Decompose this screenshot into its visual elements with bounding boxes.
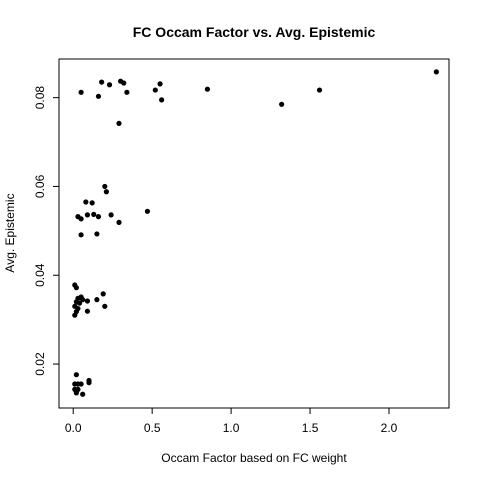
data-point — [84, 298, 91, 304]
data-point — [124, 89, 130, 95]
data-point — [103, 189, 109, 195]
data-point — [78, 216, 84, 222]
data-point — [121, 80, 127, 86]
data-point — [95, 93, 102, 99]
data-point — [433, 69, 439, 75]
x-tick-label: 1.0 — [223, 421, 240, 435]
data-point — [99, 79, 105, 85]
data-point — [94, 297, 100, 303]
data-point — [76, 300, 83, 306]
data-point — [279, 101, 285, 107]
data-point — [89, 200, 95, 206]
x-tick-label: 0.0 — [65, 421, 82, 435]
data-point — [73, 285, 79, 291]
data-point — [78, 89, 84, 95]
data-point — [80, 391, 86, 397]
x-tick-label: 2.0 — [381, 421, 398, 435]
data-point — [83, 199, 89, 205]
data-point — [106, 82, 113, 88]
data-point — [100, 291, 106, 297]
data-point — [152, 87, 158, 93]
x-tick-label: 1.5 — [302, 421, 319, 435]
data-point — [72, 312, 78, 318]
data-point — [102, 183, 108, 190]
y-tick-label: 0.06 — [33, 174, 47, 198]
y-axis-label: Avg. Epistemic — [3, 193, 17, 272]
data-point — [204, 86, 211, 92]
y-tick-label: 0.02 — [33, 352, 47, 376]
x-axis-label: Occam Factor based on FC weight — [161, 451, 347, 465]
data-point — [102, 303, 108, 309]
data-point — [86, 380, 92, 386]
data-point — [159, 97, 165, 103]
data-point — [84, 308, 91, 314]
y-tick-label: 0.08 — [33, 86, 47, 110]
data-point — [84, 212, 91, 218]
data-point — [80, 297, 86, 303]
y-tick-label: 0.04 — [33, 263, 47, 287]
data-point — [95, 214, 102, 220]
data-point — [108, 212, 114, 218]
data-point — [73, 372, 79, 378]
data-points — [72, 69, 439, 397]
data-point — [116, 219, 122, 225]
data-point — [316, 87, 323, 93]
y-axis: 0.02 0.04 0.06 0.08 — [33, 86, 60, 376]
data-point — [94, 231, 100, 237]
plot-frame — [58, 58, 450, 409]
x-axis: 0.0 0.5 1.0 1.5 2.0 — [65, 407, 398, 435]
data-point — [91, 211, 97, 218]
data-point — [78, 232, 84, 238]
x-tick-label: 0.5 — [144, 421, 161, 435]
data-point — [157, 81, 163, 87]
data-point — [144, 208, 151, 214]
data-point — [78, 381, 84, 387]
data-point — [116, 120, 122, 126]
data-point — [73, 390, 79, 396]
chart-title: FC Occam Factor vs. Avg. Epistemic — [133, 24, 376, 40]
